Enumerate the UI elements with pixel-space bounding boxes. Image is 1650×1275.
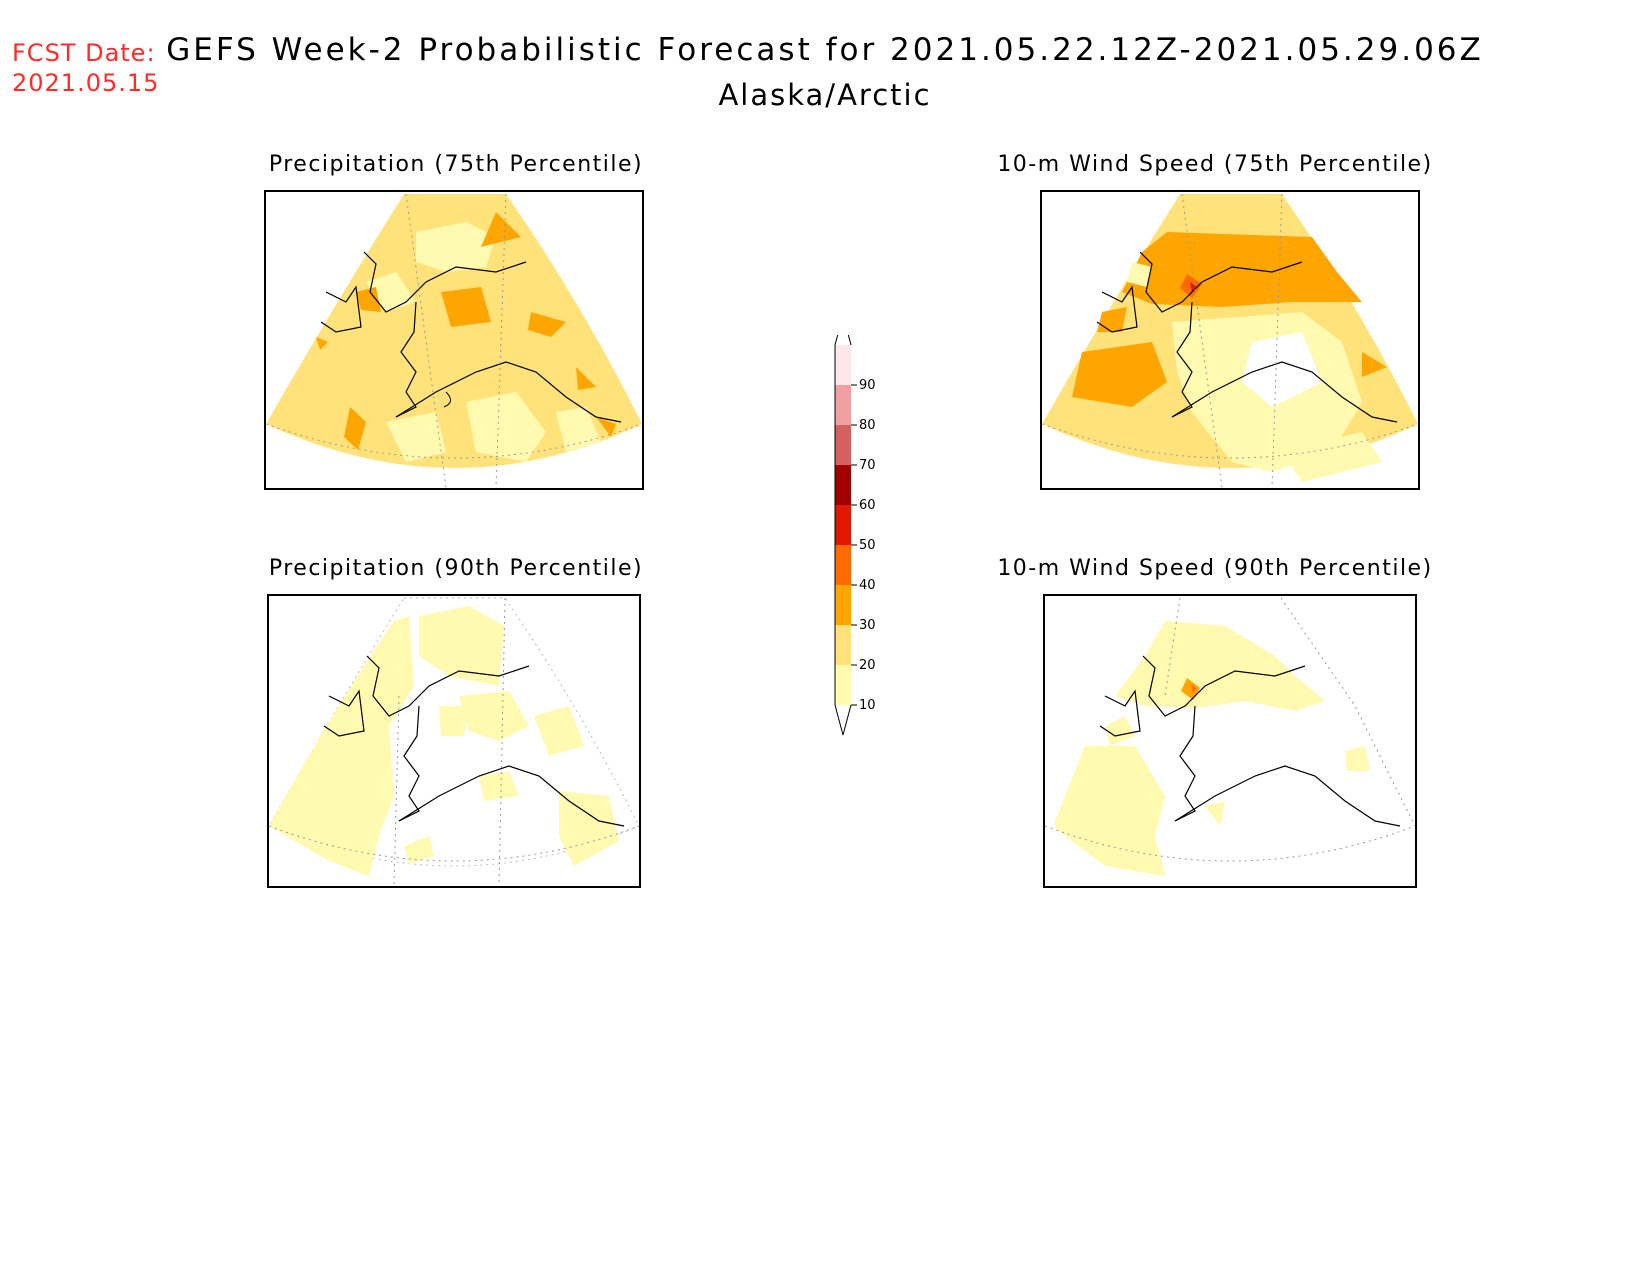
map-wind-90 xyxy=(1043,594,1417,888)
forecast-date-value: 2021.05.15 xyxy=(12,69,160,97)
colorbar-segment xyxy=(835,625,851,665)
colorbar-label: 60 xyxy=(859,498,876,513)
colorbar-label: 70 xyxy=(859,458,876,473)
panel-title-precip-90: Precipitation (90th Percentile) xyxy=(268,556,644,581)
forecast-date-label: FCST Date: xyxy=(12,39,156,67)
panel-title-wind-75: 10-m Wind Speed (75th Percentile) xyxy=(997,152,1433,177)
colorbar-label: 10 xyxy=(859,698,876,713)
colorbar-bottom-tip xyxy=(834,704,852,736)
colorbar-label: 20 xyxy=(859,658,876,673)
colorbar-top-tip xyxy=(834,314,852,346)
colorbar-segment xyxy=(835,425,851,465)
colorbar-label: 90 xyxy=(859,378,876,393)
colorbar-label: 40 xyxy=(859,578,876,593)
map-precip-75 xyxy=(264,190,644,490)
map-precip-90 xyxy=(267,594,641,888)
colorbar-segment xyxy=(835,465,851,505)
forecast-date: FCST Date: 2021.05.15 xyxy=(12,38,159,98)
page-title: GEFS Week-2 Probabilistic Forecast for 2… xyxy=(166,32,1484,68)
panel-title-precip-75: Precipitation (75th Percentile) xyxy=(268,152,644,177)
colorbar-segment xyxy=(835,385,851,425)
region-subtitle: Alaska/Arctic xyxy=(718,78,932,112)
colorbar-segment xyxy=(835,505,851,545)
colorbar-segment xyxy=(835,545,851,585)
colorbar-label: 50 xyxy=(859,538,876,553)
colorbar-label: 80 xyxy=(859,418,876,433)
colorbar-segment xyxy=(835,585,851,625)
colorbar-segment xyxy=(835,345,851,385)
panel-title-wind-90: 10-m Wind Speed (90th Percentile) xyxy=(997,556,1433,581)
colorbar-legend: 10 20 30 40 50 60 70 80 90 xyxy=(815,314,895,745)
colorbar-segment xyxy=(835,665,851,705)
colorbar-label: 30 xyxy=(859,618,876,633)
map-wind-75 xyxy=(1040,190,1420,490)
